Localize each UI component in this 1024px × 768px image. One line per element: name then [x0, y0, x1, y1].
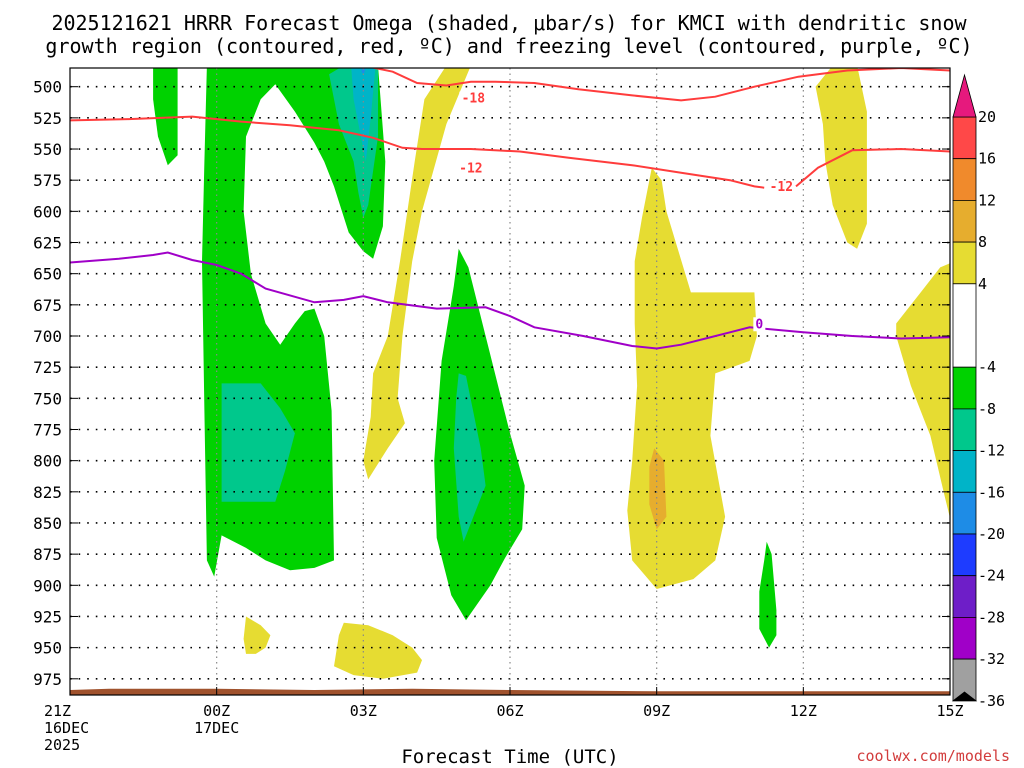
- omega-yellow-lower-center: [334, 622, 422, 679]
- plot-area: -18 -12 -12 0: [69, 67, 951, 696]
- chart-title-line-2: growth region (contoured, red, ºC) and f…: [45, 34, 972, 58]
- y-tick-label: 750: [33, 389, 62, 408]
- isotherm-minus-12-right-label: -12: [770, 180, 793, 195]
- colorbar-bin: [952, 450, 977, 493]
- y-tick-label: 950: [33, 639, 62, 658]
- colorbar-tick-label: -32: [978, 650, 1005, 668]
- isotherm-minus-12-right: [795, 147, 950, 188]
- colorbar-bin: [952, 158, 977, 201]
- y-tick-label: 975: [33, 670, 62, 689]
- x-tick-label: 16DEC: [44, 719, 89, 737]
- y-tick-label: 775: [33, 420, 62, 439]
- colorbar-bin: [952, 491, 977, 535]
- colorbar-bin: [952, 116, 977, 160]
- y-tick-label: 525: [33, 109, 62, 128]
- colorbar-tick-label: -4: [978, 358, 996, 376]
- isotherm-minus-12-right-label-bg: [767, 180, 796, 195]
- colorbar: 20 16 12 8 4 -4 -8 -12 -16 -20 -24 -28 -32 -36: [951, 73, 1005, 710]
- x-tick-label: 2025: [44, 736, 80, 754]
- omega-teal-mid-plume: [453, 373, 486, 542]
- omega-yellow-upper-right: [815, 68, 867, 249]
- y-tick-label: 875: [33, 545, 62, 564]
- colorbar-tick-label: -16: [978, 483, 1005, 501]
- y-tick-label: 500: [33, 78, 62, 97]
- y-tick-label: 550: [33, 140, 62, 159]
- colorbar-tick-label: 8: [978, 233, 987, 251]
- colorbar-bin: [952, 366, 977, 410]
- x-tick-label: 03Z: [350, 702, 377, 720]
- omega-blue-speck: [361, 68, 366, 73]
- y-tick-label: 825: [33, 483, 62, 502]
- omega-green-left-streak: [153, 68, 178, 166]
- colorbar-top-arrow: [952, 73, 977, 118]
- colorbar-bottom-arrow: [951, 691, 978, 702]
- y-tick-label: 675: [33, 296, 62, 315]
- isotherm-minus-18: [370, 68, 950, 102]
- chart-title-line-1: 2025121621 HRRR Forecast Omega (shaded, …: [51, 11, 967, 35]
- isotherm-minus-12-upper: [70, 115, 765, 189]
- y-tick-label: 625: [33, 234, 62, 253]
- omega-cyan-core-upper: [351, 68, 376, 162]
- colorbar-tick-label: 20: [978, 108, 996, 126]
- omega-green-mid-plume: [434, 248, 525, 621]
- freezing-level-0c: [70, 251, 950, 350]
- y-tick-label: 900: [33, 576, 62, 595]
- y-axis: 500 525 550 575 600 625 650 675 700 725 750 775 800 8…: [33, 78, 950, 689]
- omega-yellow-right-edge: [896, 263, 950, 518]
- colorbar-tick-label: -24: [978, 567, 1005, 585]
- y-tick-label: 925: [33, 607, 62, 626]
- omega-green-small-blob: [759, 541, 777, 648]
- y-tick-label: 600: [33, 202, 62, 221]
- isotherm-minus-12-upper-label: -12: [459, 161, 482, 176]
- y-tick-label: 700: [33, 327, 62, 346]
- x-tick-label: 17DEC: [194, 719, 239, 737]
- omega-shading: [153, 68, 950, 679]
- colorbar-bin: [952, 617, 977, 660]
- omega-teal-lower-left: [221, 383, 295, 502]
- colorbar-bin: [952, 199, 977, 243]
- freezing-level-0c-label-bg: [753, 317, 766, 332]
- x-tick-label: 06Z: [496, 702, 523, 720]
- colorbar-tick-label: 12: [978, 191, 996, 209]
- x-tick-label: 12Z: [790, 702, 817, 720]
- omega-yellow-upper-mid: [363, 68, 470, 480]
- y-tick-label: 725: [33, 358, 62, 377]
- colorbar-tick-label: -12: [978, 442, 1005, 460]
- y-tick-label: 650: [33, 265, 62, 284]
- isotherm-minus-18-label: -18: [462, 92, 486, 107]
- isotherm-minus-18-label-bg: [459, 91, 488, 106]
- colorbar-tick-label: -36: [978, 692, 1005, 710]
- x-tick-label: 09Z: [643, 702, 670, 720]
- x-tick-label: 21Z: [44, 702, 71, 720]
- omega-orange-center-speck: [649, 448, 667, 530]
- y-tick-label: 850: [33, 514, 62, 533]
- colorbar-tick-label: -8: [978, 400, 996, 418]
- colorbar-tick-label: 4: [978, 275, 987, 293]
- temperature-contours: -18 -12 -12 0: [70, 68, 950, 350]
- colorbar-bin: [952, 575, 977, 618]
- isotherm-minus-12-upper-label-bg: [456, 161, 485, 176]
- colorbar-bin: [952, 241, 977, 285]
- colorbar-tick-label: -28: [978, 608, 1005, 626]
- colorbar-tick-label: 16: [978, 150, 996, 168]
- credit-text: coolwx.com/models: [856, 747, 1010, 765]
- colorbar-bin: [952, 408, 977, 451]
- colorbar-bin: [952, 283, 977, 368]
- x-tick-label: 15Z: [936, 702, 963, 720]
- x-axis-label: Forecast Time (UTC): [401, 746, 618, 768]
- colorbar-bin: [952, 533, 977, 577]
- omega-yellow-lower-left: [243, 616, 271, 654]
- y-tick-label: 575: [33, 171, 62, 190]
- gridlines: [70, 68, 950, 695]
- y-tick-label: 800: [33, 452, 62, 471]
- colorbar-tick-label: -20: [978, 525, 1005, 543]
- freezing-level-0c-label: 0: [755, 317, 763, 332]
- x-tick-label: 00Z: [203, 702, 230, 720]
